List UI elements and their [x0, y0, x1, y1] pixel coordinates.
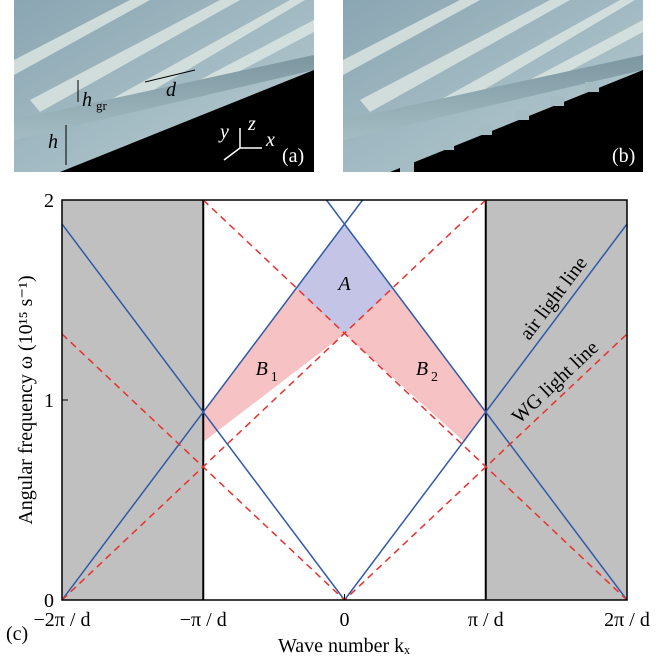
panel-label: (b): [612, 145, 635, 167]
line: [62, 200, 487, 600]
region-label: B: [256, 358, 268, 380]
x-tick-label: π / d: [468, 609, 504, 631]
line: [325, 200, 627, 600]
render-b: [343, 0, 643, 172]
y-tick-label: 0: [44, 590, 54, 612]
y-tick-label: 1: [44, 390, 54, 412]
line: [202, 200, 627, 600]
annotation: y: [218, 121, 229, 143]
panel-label: (c): [6, 623, 28, 645]
annotation: d: [166, 79, 177, 101]
region-label: A: [336, 273, 351, 295]
render-a: [14, 0, 314, 172]
x-tick-label: −π / d: [180, 609, 227, 631]
line: [62, 200, 364, 600]
line: [62, 223, 627, 600]
y-axis-label: Angular frequency ω (10¹⁵ s⁻¹): [15, 275, 37, 524]
region-subscript: 2: [431, 370, 438, 385]
band-region: [344, 288, 486, 442]
shaded-zone: [485, 200, 627, 600]
plot-area: [62, 200, 627, 600]
x-tick-label: 2π / d: [604, 609, 650, 631]
region-subscript: 1: [271, 370, 278, 385]
x-tick-label: 0: [340, 609, 350, 631]
annotation: h: [82, 89, 92, 111]
band-region: [296, 224, 393, 334]
x-axis-label: Wave number kₓ: [278, 635, 410, 657]
annotation: z: [247, 113, 256, 135]
band-region: [203, 288, 345, 442]
y-tick-label: 2: [44, 190, 54, 212]
panel-label: (a): [282, 145, 304, 167]
annotation: x: [265, 129, 275, 151]
annotation: gr: [96, 98, 108, 113]
annotation: h: [48, 131, 58, 153]
x-tick-label: −2π / d: [34, 609, 91, 631]
region-label: B: [416, 358, 428, 380]
